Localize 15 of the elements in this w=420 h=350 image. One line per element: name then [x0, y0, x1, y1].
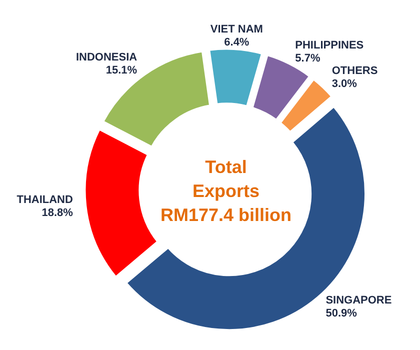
text: Exports: [192, 181, 260, 201]
text: Total: [205, 157, 247, 177]
data-label: 6.4%: [224, 36, 250, 48]
data-label: 15.1%: [106, 64, 138, 76]
slice-label: THAILAND: [16, 194, 73, 206]
data-label: 3.0%: [332, 78, 358, 90]
data-label: 5.7%: [295, 52, 320, 64]
slice-label: PHILIPPINES: [295, 39, 364, 52]
slice-label: INDONESIA: [76, 51, 138, 64]
data-label: 50.9%: [326, 307, 358, 320]
slice-label: SINGAPORE: [326, 294, 392, 306]
slice-label: VIET NAM: [210, 23, 263, 36]
slice-label: OTHERS: [332, 65, 378, 78]
data-label: 18.8%: [42, 206, 74, 219]
text: RM177.4 billion: [160, 205, 292, 225]
